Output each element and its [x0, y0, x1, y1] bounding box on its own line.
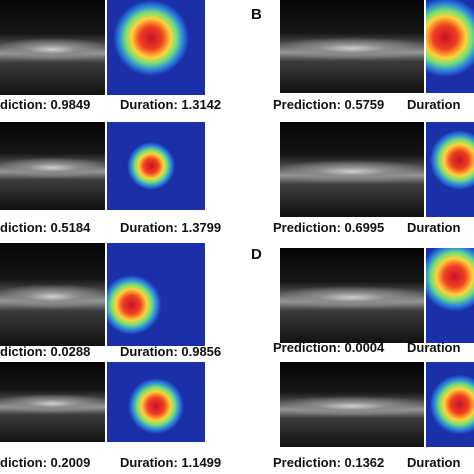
heatmap-image [426, 248, 474, 343]
oct-image [280, 362, 424, 447]
duration-caption: Duration [407, 340, 461, 355]
duration-caption: Duration: 1.3799 [120, 220, 222, 235]
heatmap-image [107, 243, 205, 346]
duration-caption: Duration [407, 220, 461, 235]
oct-image [0, 122, 105, 210]
prediction-caption: Prediction: 0.0004 [273, 340, 385, 355]
duration-caption: Duration [407, 97, 461, 112]
duration-caption: Duration: 1.1499 [120, 455, 222, 470]
panel-label: D [251, 246, 262, 263]
oct-image [280, 0, 424, 93]
heatmap-image [426, 122, 474, 217]
heatmap-image [107, 362, 205, 442]
heatmap-image [426, 0, 474, 93]
heatmap-image [426, 362, 474, 447]
duration-caption: Duration: 1.3142 [120, 97, 222, 112]
oct-image [0, 0, 105, 95]
prediction-caption: diction: 0.2009 [0, 455, 91, 470]
oct-image [280, 122, 424, 217]
heatmap-image [107, 122, 205, 210]
oct-image [280, 248, 424, 343]
oct-image [0, 362, 105, 442]
prediction-caption: diction: 0.9849 [0, 97, 91, 112]
oct-image [0, 243, 105, 346]
duration-caption: Duration: 0.9856 [120, 344, 222, 359]
prediction-caption: Prediction: 0.6995 [273, 220, 385, 235]
prediction-caption: Prediction: 0.5759 [273, 97, 385, 112]
panel-label: B [251, 6, 262, 23]
prediction-caption: Prediction: 0.1362 [273, 455, 385, 470]
heatmap-image [107, 0, 205, 95]
duration-caption: Duration [407, 455, 461, 470]
prediction-caption: diction: 0.0288 [0, 344, 91, 359]
prediction-caption: diction: 0.5184 [0, 220, 91, 235]
